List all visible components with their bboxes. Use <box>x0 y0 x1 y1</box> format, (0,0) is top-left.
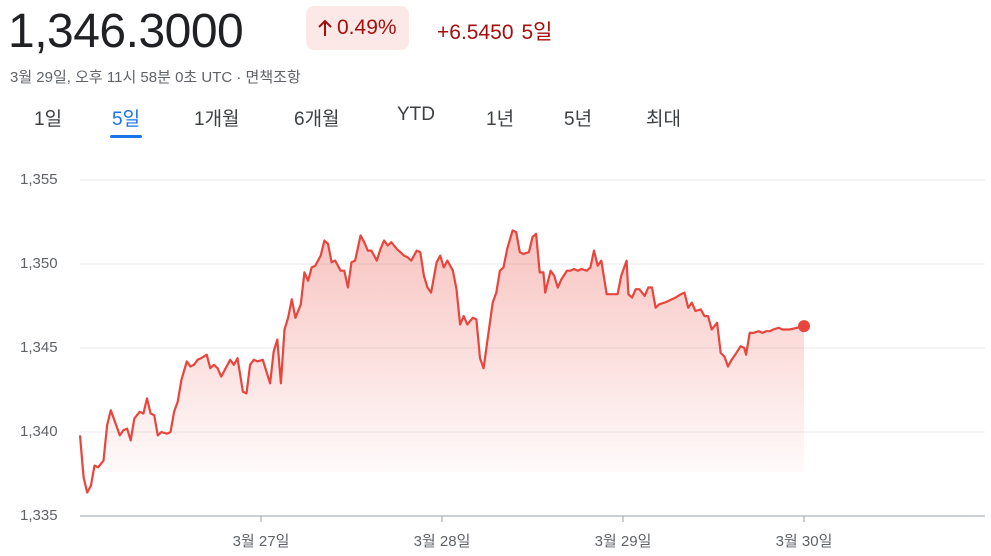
range-tab[interactable]: 최대 <box>646 109 681 130</box>
price-line <box>78 229 805 494</box>
range-tab[interactable]: 1일 <box>34 109 63 130</box>
y-tick-label: 1,335 <box>20 507 58 524</box>
change-percent: 0.49% <box>337 16 397 39</box>
x-tick-label: 3월 28일 <box>414 533 471 550</box>
area <box>80 230 804 493</box>
timestamp: 3월 29일, 오후 11시 58분 0초 UTC · 면책조항 <box>10 69 301 86</box>
range-tab[interactable]: 1년 <box>486 109 515 130</box>
x-tick-label: 3월 30일 <box>776 533 833 550</box>
range-tab[interactable]: 1개월 <box>194 109 240 130</box>
x-tick-label: 3월 27일 <box>233 533 290 550</box>
change: +6.5450 5일 <box>437 16 553 46</box>
x-tick-label: 3월 29일 <box>595 533 652 550</box>
range-tab[interactable]: 6개월 <box>294 109 340 130</box>
y-tick-label: 1,345 <box>20 339 58 356</box>
last-point <box>798 320 810 333</box>
price: 1,346.3000 <box>8 5 244 58</box>
y-tick-label: 1,355 <box>20 171 58 188</box>
change-value: +6.5450 <box>437 21 514 44</box>
change-badge: 0.49% <box>306 6 409 50</box>
y-tick-label: 1,350 <box>20 255 58 272</box>
range-tab[interactable]: 5일 <box>109 104 143 138</box>
up-arrow <box>318 19 332 36</box>
y-tick-label: 1,340 <box>20 423 58 440</box>
range-tab[interactable]: 5년 <box>564 109 593 130</box>
change-period: 5일 <box>521 21 553 44</box>
range-tab[interactable]: YTD <box>397 104 435 125</box>
